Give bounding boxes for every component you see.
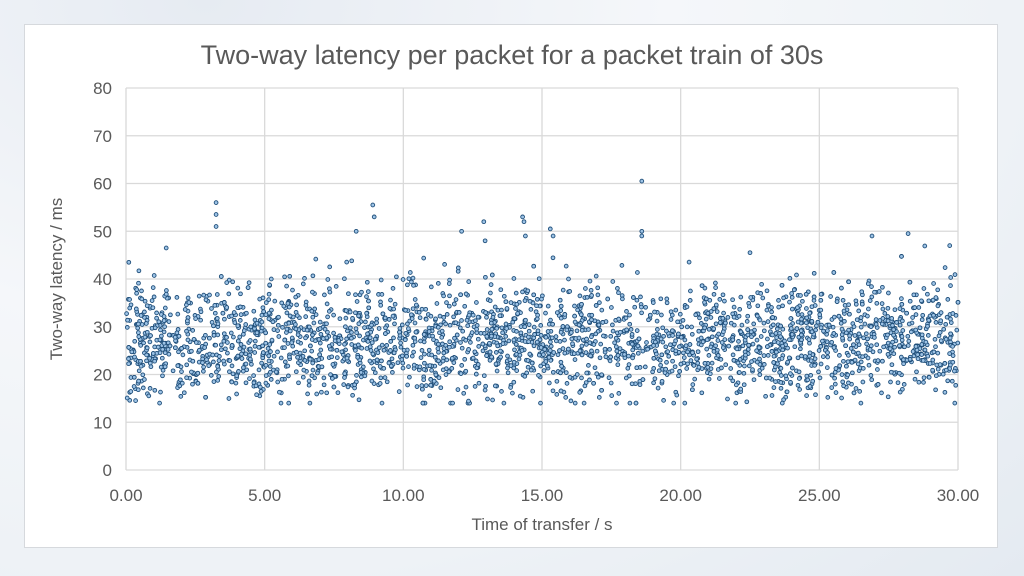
x-tick-label: 15.00: [521, 486, 564, 505]
x-tick-label: 20.00: [659, 486, 702, 505]
x-axis-label: Time of transfer / s: [471, 515, 613, 534]
y-tick-label: 40: [93, 270, 112, 289]
x-tick-label: 10.00: [382, 486, 425, 505]
chart-title: Two-way latency per packet for a packet …: [200, 40, 824, 70]
y-axis-label: Two-way latency / ms: [47, 197, 66, 361]
y-tick-label: 80: [93, 79, 112, 98]
y-tick-label: 70: [93, 127, 112, 146]
y-tick-label: 50: [93, 222, 112, 241]
y-tick-label: 60: [93, 175, 112, 194]
x-tick-label: 30.00: [937, 486, 980, 505]
data-points: [124, 178, 961, 406]
gridlines: [125, 87, 959, 471]
x-tick-label: 5.00: [248, 486, 281, 505]
chart-card: [24, 24, 998, 548]
y-tick-label: 10: [93, 413, 112, 432]
x-tick-label: 25.00: [798, 486, 841, 505]
y-tick-label: 0: [103, 461, 112, 480]
y-tick-label: 30: [93, 318, 112, 337]
y-tick-label: 20: [93, 366, 112, 385]
x-tick-label: 0.00: [109, 486, 142, 505]
